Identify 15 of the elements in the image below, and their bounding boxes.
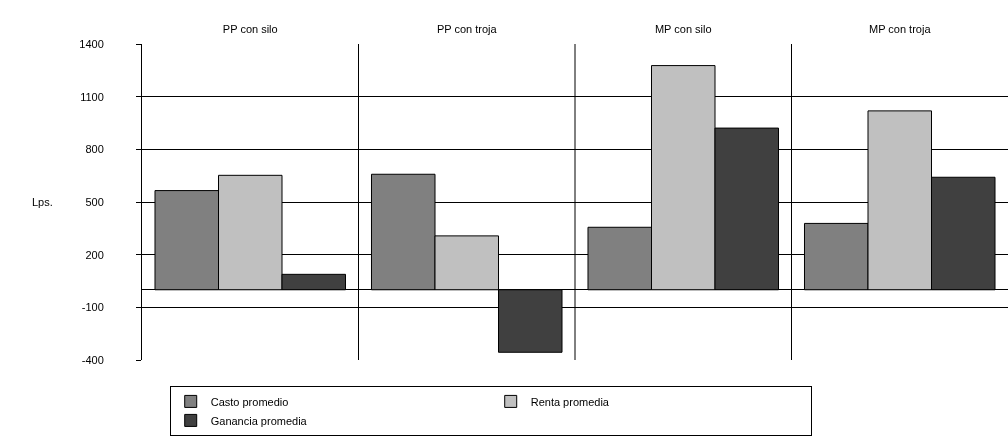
y-tick-label: -400 (81, 353, 104, 366)
legend-label: Ganancia promedia (210, 414, 308, 427)
y-tick-label: 1100 (80, 90, 104, 103)
y-axis-title: Lps. (32, 196, 53, 208)
y-tick-label: -100 (81, 301, 104, 314)
y-tick-label: 500 (85, 195, 104, 208)
x-tick-label: MP con troja (868, 22, 932, 35)
y-tick-label: 1400 (79, 37, 104, 50)
x-tick-label: MP con silo (654, 22, 712, 35)
x-tick-label: PP con troja (436, 22, 498, 35)
legend-label: Casto promedio (210, 395, 289, 408)
y-tick-label: 200 (85, 248, 104, 261)
legend-label: Renta promedia (530, 395, 610, 408)
x-tick-label: PP con silo (222, 22, 278, 35)
y-tick-label: 800 (85, 143, 104, 156)
